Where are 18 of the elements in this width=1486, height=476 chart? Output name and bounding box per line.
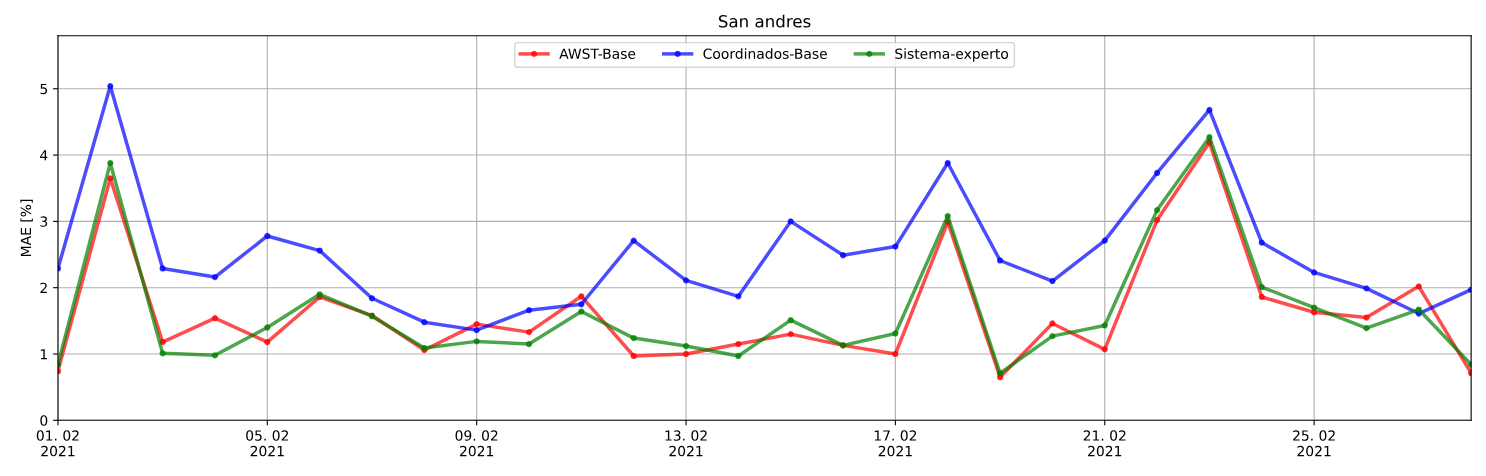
- y-tick-label: 3: [40, 216, 48, 227]
- chart-title: San andres: [718, 14, 811, 28]
- x-tick-label: 09. 02 2021: [455, 430, 498, 457]
- y-tick-label: 4: [40, 150, 48, 161]
- x-tick-label: 01. 02 2021: [36, 430, 79, 457]
- y-tick-label: 0: [40, 415, 48, 426]
- y-axis-title: MAE [%]: [20, 199, 33, 256]
- x-tick-label: 25. 02 2021: [1293, 430, 1335, 457]
- y-tick-label: 2: [40, 282, 47, 293]
- legend-label: Coordinados-Base: [703, 48, 827, 59]
- legend-label: Sistema-experto: [895, 48, 1009, 62]
- y-tick-label: 5: [40, 83, 48, 95]
- y-tick-label: 1: [40, 349, 47, 360]
- x-tick-label: 05. 02 2021: [246, 430, 289, 457]
- x-tick-label: 21. 02 2021: [1083, 430, 1126, 457]
- x-tick-label: 17. 02 2021: [874, 430, 917, 457]
- legend-label: AWST-Base: [559, 48, 636, 59]
- x-tick-label: 13. 02 2021: [665, 430, 707, 457]
